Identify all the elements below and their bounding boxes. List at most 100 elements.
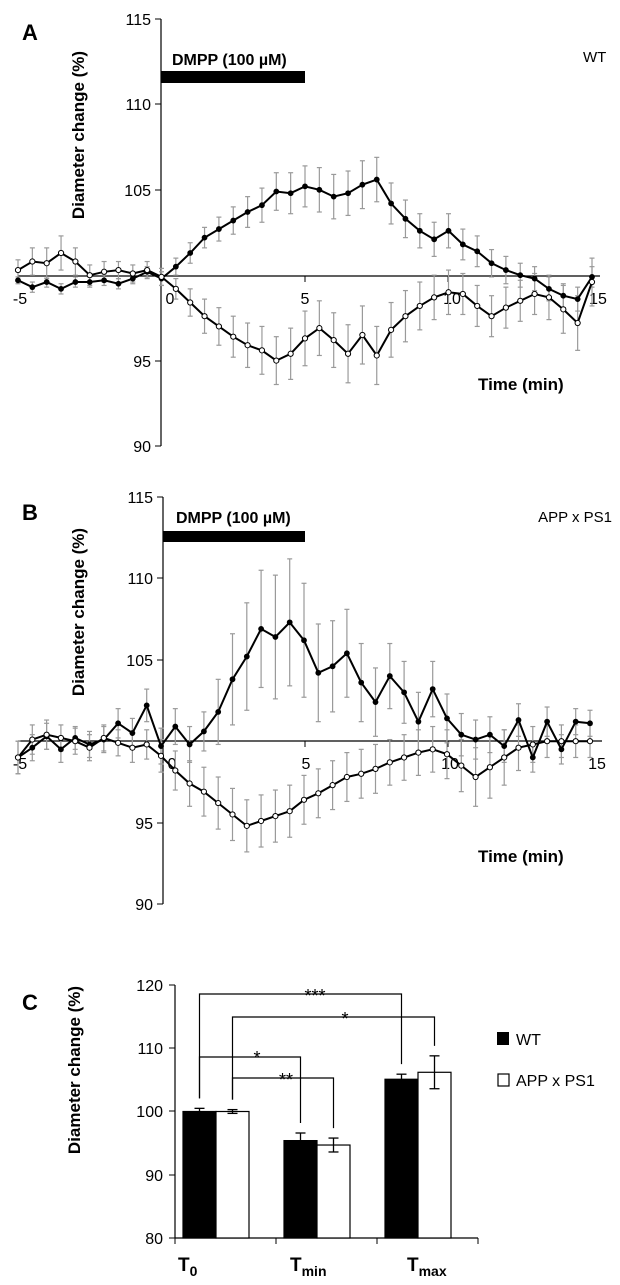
panel-b-filled-data-point	[129, 730, 136, 736]
significance-label: **	[279, 1070, 293, 1090]
panel-b-open-data-point	[286, 808, 293, 815]
panel-c-y-tick-marks	[169, 984, 175, 1239]
panel-a-open-data-point	[273, 357, 280, 364]
panel-b-filled-data-point	[415, 718, 422, 725]
significance-bracket	[231, 1077, 335, 1129]
panel-a-filled-data-point	[488, 260, 495, 267]
panel-a-open-data-point	[14, 266, 22, 274]
panel-b-open-data-point	[143, 741, 150, 748]
panel-a-ytick-label: 105	[124, 183, 151, 200]
panel-b-open-data-point	[300, 796, 308, 803]
panel-a-open-data-point	[57, 249, 65, 257]
significance-label: *	[253, 1048, 260, 1068]
significance-bracket	[198, 993, 403, 1099]
wt-bar	[384, 1078, 419, 1239]
panel-b-y-tick-marks	[157, 496, 163, 905]
panel-b-filled-data-point	[572, 718, 579, 725]
panel-a-open-data-point	[560, 306, 567, 313]
panel-a-filled-data-point	[560, 292, 567, 299]
panel-b-open-data-point	[544, 738, 551, 745]
panel-a-open-data-point	[588, 278, 596, 286]
panel-a-filled-data-point	[101, 277, 107, 284]
panel-a-open-data-point	[545, 294, 553, 301]
panel-a-filled-data-point	[58, 285, 64, 292]
panel-a-ytick-label: 115	[125, 12, 151, 29]
panel-b-filled-data-point	[558, 746, 565, 753]
panel-b-filled-data-point	[487, 731, 493, 738]
panel-b-ytick-label: 110	[127, 571, 153, 588]
panel-b-filled-data-point	[172, 723, 179, 730]
panel-b-ytick-label: 90	[135, 897, 153, 914]
panel-a-open-data-point	[29, 258, 36, 265]
panel-a-stimulus-label: DMPP (100 µM)	[172, 52, 287, 69]
panel-a-open-data-point	[344, 350, 352, 357]
panel-a-group-title: WT	[583, 49, 606, 66]
panel-a-filled-data-point	[29, 284, 36, 291]
panel-b-open-data-point	[401, 754, 408, 761]
panel-b-xtick-label: 0	[168, 756, 177, 773]
panel-a-filled-data-point	[244, 209, 251, 215]
panel-b-open-data-point	[215, 799, 222, 807]
app-ps1-bar	[417, 1071, 452, 1239]
panel-b-open-data-point	[443, 751, 451, 758]
panel-b-open-data-point	[229, 811, 236, 818]
panel-a-filled-data-point	[445, 227, 452, 234]
panel-a-open-data-point	[172, 285, 179, 292]
panel-a-open-data-point	[230, 333, 237, 340]
panel-b-filled-data-point	[358, 679, 365, 686]
panel-b-filled-data-point	[472, 736, 479, 743]
panel-b-xtick-label: 10	[441, 756, 459, 773]
panel-a-y-tick-marks	[155, 18, 161, 447]
panel-b-filled-data-point	[301, 637, 307, 644]
panel-a-filled-data-point	[187, 250, 194, 256]
panel-c-plot-area	[182, 993, 452, 1239]
panel-b-filled-data-point	[115, 720, 121, 727]
panel-c-significance: *** * * **	[253, 986, 348, 1090]
panel-b-open-data-point	[586, 738, 594, 745]
panel-a-open-data-point	[187, 299, 194, 306]
panel-a-open-error-bars	[15, 235, 595, 386]
panel-a-ytick-label: 95	[133, 354, 151, 371]
panel-a-filled-data-point	[259, 202, 265, 209]
panel-a-filled-data-point	[43, 279, 50, 285]
panel-b-filled-data-point	[544, 718, 550, 725]
panel-b-filled-data-point	[315, 669, 322, 676]
panel-b-plot-area	[14, 558, 594, 853]
panel-c-ytick-label: 80	[145, 1231, 163, 1248]
panel-a-y-axis-title: Diameter change (%)	[69, 51, 88, 219]
panel-a-open-data-point	[158, 273, 165, 281]
panel-a-open-data-point	[388, 326, 395, 333]
panel-b-filled-data-point	[272, 634, 279, 640]
panel-a-xtick-label: 5	[301, 291, 310, 308]
panel-b-filled-data-point	[429, 686, 436, 693]
panel-b-open-data-point	[200, 788, 207, 795]
panel-a-open-data-point	[445, 289, 452, 296]
panel-b-open-data-point	[72, 738, 79, 745]
panel-c-ytick-label: 120	[136, 978, 163, 995]
panel-b-open-data-point	[515, 744, 522, 751]
panel-a-filled-data-point	[316, 186, 323, 193]
panel-b-xtick-label: 15	[588, 756, 606, 773]
panel-a-filled-data-point	[129, 275, 136, 282]
panel-b-open-data-point	[86, 744, 93, 751]
panel-b-open-data-point	[329, 782, 336, 789]
panel-a-filled-data-point	[345, 190, 351, 197]
panel-b-open-data-point	[43, 731, 50, 738]
panel-b-filled-data-point	[143, 702, 150, 709]
panel-a-xtick-label: 10	[443, 291, 461, 308]
panel-b-open-data-point	[472, 773, 479, 781]
panel-b-open-data-point	[501, 754, 508, 761]
panel-b-open-data-point	[529, 741, 536, 748]
panel-c-ytick-label: 110	[137, 1041, 163, 1058]
panel-a-filled-data-point	[503, 267, 509, 273]
panel-a-open-data-point	[416, 302, 423, 310]
panel-a-open-data-point	[301, 335, 309, 342]
panel-a-open-data-point	[115, 266, 122, 274]
panel-a-open-data-point	[459, 290, 466, 298]
panel-b-filled-data-point	[444, 715, 450, 722]
panel-c-ytick-label: 100	[136, 1104, 163, 1121]
panel-a-filled-data-point	[431, 236, 438, 243]
panel-a-open-data-point	[488, 313, 495, 320]
panel-b: B Diameter change (%) APP x PS1 Time (mi…	[13, 490, 612, 914]
panel-a-filled-data-point	[388, 200, 395, 207]
